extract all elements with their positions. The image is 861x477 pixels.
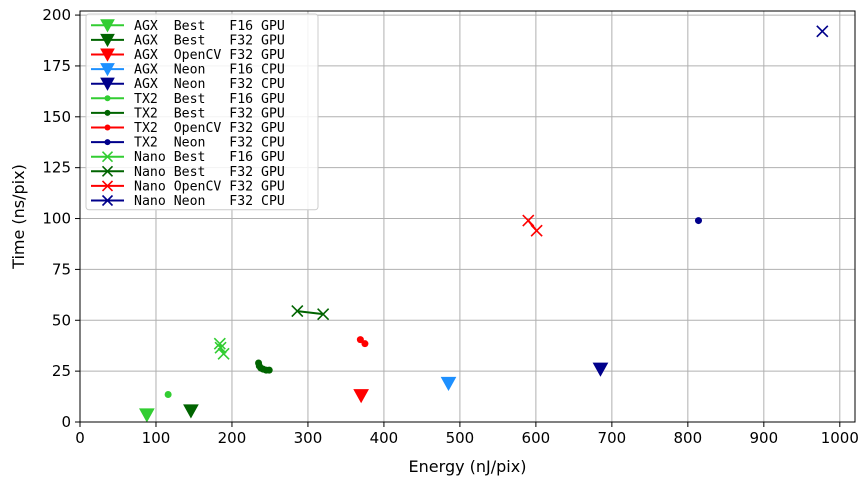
- y-axis-label: Time (ns/pix): [9, 164, 28, 270]
- series-layer: [139, 25, 829, 423]
- series-4: [592, 362, 609, 377]
- x-tick-label: 700: [598, 429, 627, 447]
- series-12: [816, 25, 829, 38]
- data-point: [139, 408, 155, 423]
- legend-label: AGX Best F32 GPU: [134, 33, 285, 48]
- data-point: [694, 217, 702, 225]
- y-tick-label: 0: [61, 413, 71, 431]
- legend-entry: TX2 Best F16 GPU: [91, 92, 285, 107]
- series-6: [255, 359, 273, 374]
- x-tick-label: 1000: [821, 429, 859, 447]
- legend-label: AGX OpenCV F32 GPU: [134, 48, 285, 63]
- legend-marker: [104, 109, 111, 116]
- y-tick-label: 100: [42, 210, 71, 228]
- series-2: [353, 389, 369, 404]
- legend-marker: [100, 33, 115, 48]
- y-tick-label: 50: [52, 311, 71, 329]
- legend-entry: AGX Best F16 GPU: [91, 19, 285, 34]
- legend-entry: TX2 OpenCV F32 GPU: [91, 121, 285, 136]
- series-1: [183, 404, 199, 419]
- legend-marker: [101, 194, 114, 207]
- series-11: [522, 214, 543, 237]
- legend-entry: AGX OpenCV F32 GPU: [91, 48, 285, 63]
- legend-label: TX2 Neon F32 CPU: [134, 136, 285, 151]
- data-point: [291, 305, 304, 318]
- legend-marker: [100, 77, 115, 91]
- legend-marker: [101, 165, 114, 177]
- series-8: [694, 217, 702, 225]
- legend-marker: [101, 180, 114, 192]
- legend-entry: Nano Best F16 GPU: [91, 150, 285, 165]
- legend-marker: [101, 151, 114, 163]
- data-point: [816, 25, 829, 38]
- legend-label: Nano Best F32 GPU: [134, 165, 285, 180]
- data-point: [213, 337, 226, 350]
- series-3: [440, 376, 457, 392]
- legend-label: Nano Neon F32 CPU: [134, 194, 285, 209]
- legend-entry: TX2 Neon F32 CPU: [91, 136, 285, 151]
- data-point: [214, 341, 227, 354]
- legend-entry: TX2 Best F32 GPU: [91, 106, 285, 121]
- x-tick-label: 300: [294, 429, 323, 447]
- y-tick-label: 175: [42, 57, 71, 75]
- legend-box: [85, 13, 319, 211]
- data-point: [183, 404, 199, 419]
- x-tick-label: 400: [370, 429, 399, 447]
- x-tick-label: 600: [522, 429, 551, 447]
- data-point: [217, 347, 230, 360]
- x-tick-label: 800: [674, 429, 703, 447]
- legend-label: Nano OpenCV F32 GPU: [134, 179, 285, 194]
- data-point: [317, 308, 330, 321]
- legend-label: TX2 OpenCV F32 GPU: [134, 121, 285, 136]
- legend-marker: [100, 48, 115, 62]
- legend-label: AGX Neon F16 CPU: [134, 63, 285, 78]
- y-tick-label: 25: [52, 362, 71, 380]
- legend-marker: [104, 139, 111, 146]
- series-5: [164, 391, 172, 399]
- x-tick-label: 200: [218, 429, 247, 447]
- x-tick-label: 100: [142, 429, 171, 447]
- legend-entry: Nano Neon F32 CPU: [91, 194, 285, 209]
- y-tick-label: 125: [42, 159, 71, 177]
- x-tick-label: 500: [446, 429, 475, 447]
- series-10: [291, 305, 330, 321]
- x-tick-label: 900: [750, 429, 779, 447]
- data-point: [522, 214, 535, 227]
- legend-label: AGX Neon F32 CPU: [134, 77, 285, 92]
- x-axis-label: Energy (nJ/pix): [409, 457, 527, 476]
- legend-label: AGX Best F16 GPU: [134, 19, 285, 34]
- series-0: [139, 408, 155, 423]
- legend-marker: [100, 63, 115, 77]
- data-point: [164, 391, 172, 399]
- y-tick-label: 150: [42, 108, 71, 126]
- y-tick-label: 200: [42, 6, 71, 24]
- legend-label: Nano Best F16 GPU: [134, 150, 285, 165]
- legend-label: TX2 Best F32 GPU: [134, 106, 285, 121]
- legend-entry: AGX Best F32 GPU: [91, 33, 285, 48]
- legend-entry: Nano OpenCV F32 GPU: [91, 179, 285, 194]
- data-point: [356, 336, 364, 344]
- legend-entry: Nano Best F32 GPU: [91, 165, 285, 180]
- plot-frame: [79, 10, 856, 423]
- legend-entry: AGX Neon F16 CPU: [91, 63, 285, 78]
- series-line: [297, 310, 324, 316]
- legend-marker: [104, 124, 111, 131]
- legend-marker: [100, 19, 115, 33]
- data-point: [353, 389, 369, 404]
- series-7: [356, 336, 369, 348]
- legend-entry: AGX Neon F32 CPU: [91, 77, 285, 92]
- legend-marker: [104, 95, 111, 102]
- data-point: [530, 224, 543, 237]
- data-point: [265, 366, 273, 374]
- series-9: [213, 337, 230, 360]
- y-tick-label: 75: [52, 260, 71, 278]
- x-tick-label: 0: [75, 429, 85, 447]
- data-point: [592, 362, 609, 377]
- legend-label: TX2 Best F16 GPU: [134, 92, 285, 107]
- data-point: [361, 340, 369, 348]
- data-point: [440, 376, 457, 392]
- axis-ticks: 0 100 200 300 400 500 600 700 800 900 1000 0 25 50 75 1…: [42, 6, 859, 447]
